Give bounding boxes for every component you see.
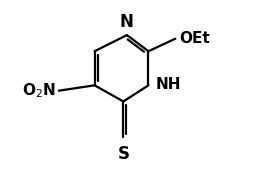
Text: N: N: [120, 13, 134, 31]
Text: S: S: [117, 145, 129, 163]
Text: NH: NH: [156, 77, 181, 92]
Text: O$_2$N: O$_2$N: [22, 81, 56, 100]
Text: OEt: OEt: [179, 31, 210, 46]
